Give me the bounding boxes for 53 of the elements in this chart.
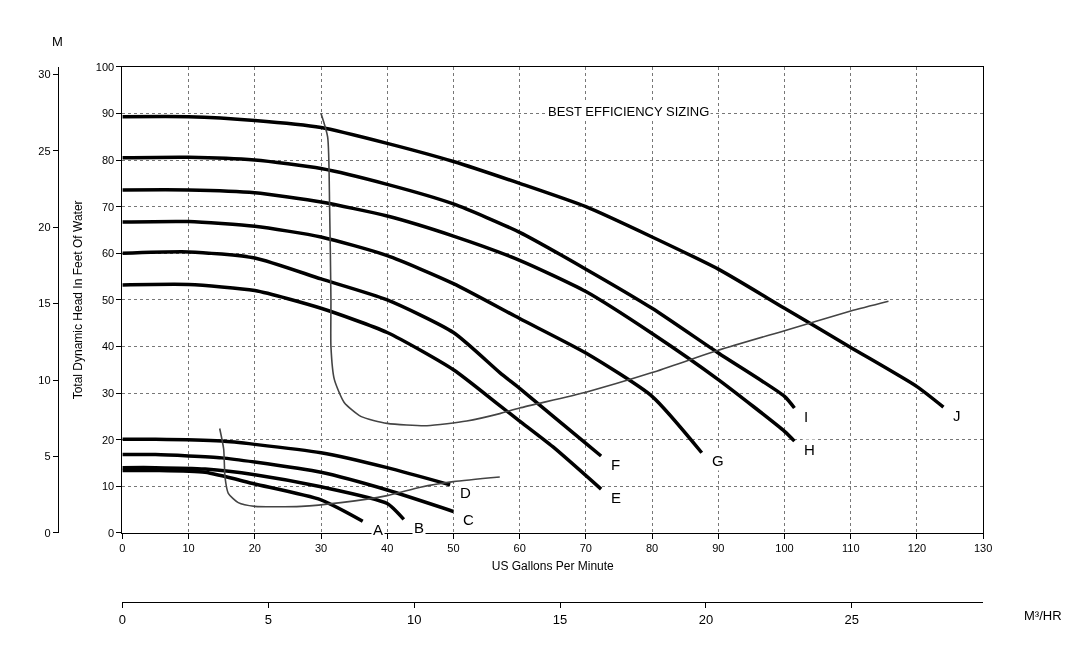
series-label: G bbox=[712, 452, 724, 469]
series-label: F bbox=[611, 456, 621, 473]
x-tick-label: 100 bbox=[775, 542, 794, 555]
y2-tick-label: 25 bbox=[38, 144, 51, 157]
annotation: BEST EFFICIENCY SIZING bbox=[548, 104, 710, 119]
x-tick-label: 70 bbox=[579, 542, 592, 555]
x2-tick-label: 15 bbox=[552, 611, 568, 627]
y-axis-title: Total Dynamic Head In Feet Of Water bbox=[71, 200, 86, 400]
series-label: E bbox=[611, 489, 622, 506]
x2-tick-label: 0 bbox=[118, 611, 126, 627]
x-tick-label: 30 bbox=[314, 542, 328, 555]
y2-tick-label: 30 bbox=[38, 68, 51, 81]
x2-axis-title: M³/HR bbox=[1024, 608, 1062, 623]
y2-axis-title: M bbox=[52, 34, 63, 49]
y-tick-label: 50 bbox=[101, 293, 115, 306]
series-label: B bbox=[414, 519, 425, 536]
series-label: J bbox=[953, 407, 961, 424]
y-tick-label: 0 bbox=[108, 526, 115, 539]
series-label: I bbox=[804, 408, 809, 425]
series-label: A bbox=[373, 521, 384, 538]
y-tick-label: 70 bbox=[101, 200, 115, 213]
x-tick-label: 80 bbox=[645, 542, 659, 555]
y-tick-label: 10 bbox=[101, 480, 115, 493]
y2-tick-label: 5 bbox=[44, 450, 51, 463]
x2-tick-label: 25 bbox=[844, 611, 860, 627]
x-tick-label: 0 bbox=[119, 542, 126, 555]
y-tick-label: 40 bbox=[101, 340, 115, 353]
x-tick-label: 110 bbox=[841, 542, 860, 555]
x-tick-label: 130 bbox=[973, 542, 993, 555]
x2-tick-label: 20 bbox=[698, 611, 714, 627]
y2-tick-label: 20 bbox=[38, 220, 51, 233]
series-label: D bbox=[460, 484, 471, 501]
x-tick-label: 60 bbox=[513, 542, 526, 555]
y-tick-label: 80 bbox=[101, 153, 115, 166]
x-axis-title: US Gallons Per Minute bbox=[491, 559, 615, 573]
x-tick-label: 50 bbox=[447, 542, 460, 555]
x-tick-label: 40 bbox=[381, 542, 394, 555]
y-tick-label: 90 bbox=[101, 107, 115, 120]
x2-tick-label: 10 bbox=[406, 611, 422, 627]
x2-tick-label: 5 bbox=[264, 611, 272, 627]
x-tick-label: 20 bbox=[248, 542, 261, 555]
x-tick-label: 10 bbox=[182, 542, 195, 555]
x-tick-label: 90 bbox=[712, 542, 725, 555]
y2-tick-label: 15 bbox=[38, 297, 51, 310]
y-tick-label: 20 bbox=[101, 433, 115, 446]
x-tick-label: 120 bbox=[907, 542, 927, 555]
y-tick-label: 100 bbox=[95, 60, 115, 73]
series-label: C bbox=[463, 511, 474, 528]
y2-tick-label: 0 bbox=[44, 526, 51, 539]
series-label: H bbox=[804, 441, 815, 458]
y-tick-label: 60 bbox=[101, 247, 115, 260]
y-tick-label: 30 bbox=[101, 386, 115, 399]
y2-tick-label: 10 bbox=[38, 373, 51, 386]
